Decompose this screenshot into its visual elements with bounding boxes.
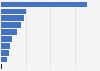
Bar: [1, 50, 9, 56]
Bar: [1, 15, 23, 21]
Bar: [1, 64, 2, 69]
Bar: [1, 36, 12, 42]
Bar: [1, 29, 17, 35]
Bar: [1, 9, 26, 14]
Bar: [1, 22, 21, 28]
Bar: [1, 57, 7, 62]
Bar: [1, 2, 87, 7]
Bar: [1, 43, 10, 49]
